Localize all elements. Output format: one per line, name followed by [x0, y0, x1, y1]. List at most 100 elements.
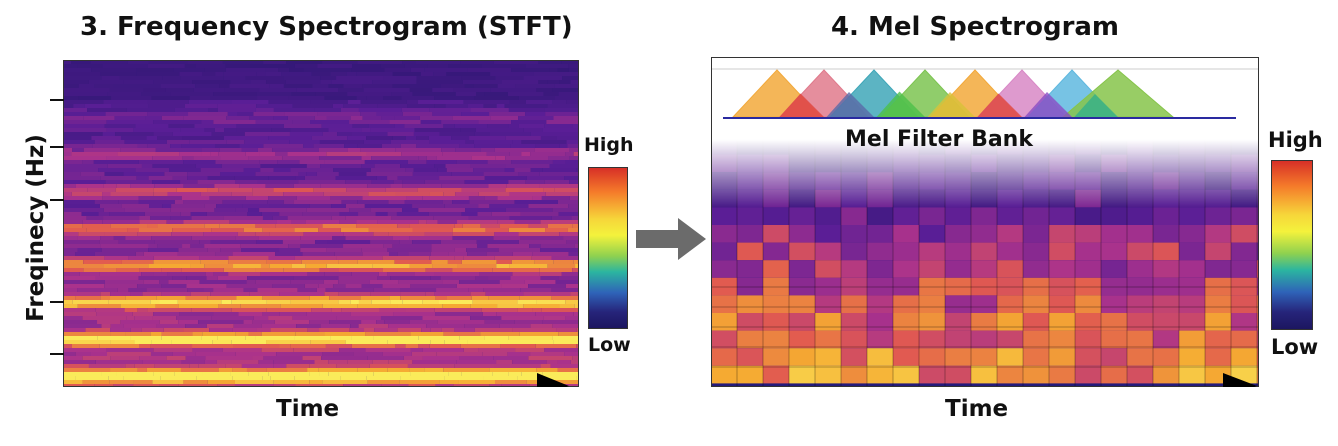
mel-cell: [1127, 242, 1153, 261]
spectrogram-cell: [318, 228, 341, 232]
spectrogram-cell: [167, 272, 206, 276]
spectrogram-cell: [110, 340, 135, 344]
spectrogram-cell: [189, 140, 227, 144]
spectrogram-cell: [394, 260, 432, 264]
spectrogram-cell: [427, 64, 449, 68]
spectrogram-cell: [63, 140, 95, 144]
spectrogram-cell: [483, 172, 519, 176]
spectrogram-cell: [566, 140, 579, 144]
spectrogram-cell: [412, 228, 453, 232]
spectrogram-cell: [268, 372, 310, 376]
spectrogram-cell: [319, 372, 329, 376]
spectrogram-cell: [246, 280, 256, 284]
spectrogram-cell: [306, 312, 351, 316]
spectrogram-cell: [309, 364, 337, 368]
spectrogram-cell: [540, 220, 579, 224]
spectrogram-cell: [433, 72, 447, 76]
spectrogram-cell: [305, 264, 327, 268]
mel-cell: [1205, 277, 1231, 296]
spectrogram-cell: [446, 168, 474, 172]
spectrogram-cell: [501, 384, 530, 387]
spectrogram-cell: [330, 196, 363, 200]
spectrogram-cell: [287, 152, 327, 156]
mel-cell: [1049, 277, 1075, 296]
spectrogram-cell: [287, 116, 315, 120]
spectrogram-cell: [434, 104, 446, 108]
spectrogram-cell: [509, 264, 548, 268]
mel-cell: [971, 313, 997, 331]
spectrogram-cell: [455, 148, 481, 152]
spectrogram-cell: [283, 200, 294, 204]
spectrogram-cell: [243, 168, 261, 172]
spectrogram-cell: [454, 248, 467, 252]
spectrogram-cell: [366, 172, 413, 176]
spectrogram-cell: [148, 60, 188, 64]
spectrogram-cell: [63, 288, 78, 292]
spectrogram-cell: [426, 220, 438, 224]
spectrogram-cell: [451, 136, 470, 140]
spectrogram-cell: [231, 340, 267, 344]
spectrogram-cell: [432, 112, 462, 116]
spectrogram-cell: [234, 380, 274, 384]
spectrogram-cell: [248, 332, 262, 336]
spectrogram-cell: [322, 352, 354, 356]
spectrogram-cell: [376, 112, 403, 116]
spectrogram-cell: [489, 132, 531, 136]
spectrogram-cell: [63, 340, 111, 344]
spectrogram-cell: [63, 176, 101, 180]
mel-cell: [789, 277, 815, 296]
spectrogram-cell: [172, 276, 187, 280]
spectrogram-cell: [570, 292, 579, 296]
spectrogram-cell: [554, 84, 579, 88]
spectrogram-cell: [303, 144, 314, 148]
spectrogram-cell: [454, 328, 475, 332]
mel-cell: [1153, 348, 1179, 366]
spectrogram-cell: [223, 76, 246, 80]
spectrogram-cell: [388, 324, 427, 328]
spectrogram-cell: [324, 160, 365, 164]
spectrogram-cell: [512, 140, 522, 144]
spectrogram-cell: [63, 208, 104, 212]
spectrogram-cell: [325, 288, 374, 292]
spectrogram-cell: [341, 200, 358, 204]
spectrogram-cell: [63, 368, 111, 372]
spectrogram-cell: [551, 296, 579, 300]
mel-cell: [1049, 330, 1075, 349]
spectrogram-cell: [211, 132, 245, 136]
spectrogram-cell: [383, 76, 417, 80]
spectrogram-cell: [78, 232, 105, 236]
spectrogram-cell: [382, 256, 430, 260]
spectrogram-cell: [521, 372, 543, 376]
spectrogram-cell: [418, 336, 460, 340]
spectrogram-cell: [99, 204, 122, 208]
spectrogram-cell: [300, 236, 333, 240]
spectrogram-cell: [430, 340, 445, 344]
mel-filter-overlap: [1024, 92, 1072, 117]
spectrogram-cell: [63, 172, 81, 176]
spectrogram-cell: [570, 360, 579, 364]
spectrogram-cell: [468, 196, 485, 200]
spectrogram-cell: [99, 272, 142, 276]
spectrogram-cell: [256, 328, 271, 332]
spectrogram-cell: [511, 260, 535, 264]
spectrogram-cell: [180, 368, 219, 372]
spectrogram-cell: [494, 148, 535, 152]
spectrogram-cell: [255, 120, 293, 124]
spectrogram-cell: [397, 224, 410, 228]
spectrogram-cell: [303, 68, 352, 72]
spectrogram-cell: [326, 248, 362, 252]
spectrogram-cell: [159, 320, 179, 324]
spectrogram-cell: [130, 336, 162, 340]
spectrogram-cell: [482, 312, 497, 316]
spectrogram-cell: [118, 200, 139, 204]
spectrogram-cell: [496, 104, 505, 108]
spectrogram-cell: [259, 152, 276, 156]
spectrogram-cell: [183, 380, 208, 384]
spectrogram-cell: [542, 320, 579, 324]
spectrogram-cell: [530, 132, 579, 136]
spectrogram-cell: [133, 380, 153, 384]
spectrogram-cell: [153, 272, 168, 276]
spectrogram-cell: [437, 220, 458, 224]
mel-cell: [1127, 207, 1153, 225]
spectrogram-cell: [195, 64, 226, 68]
